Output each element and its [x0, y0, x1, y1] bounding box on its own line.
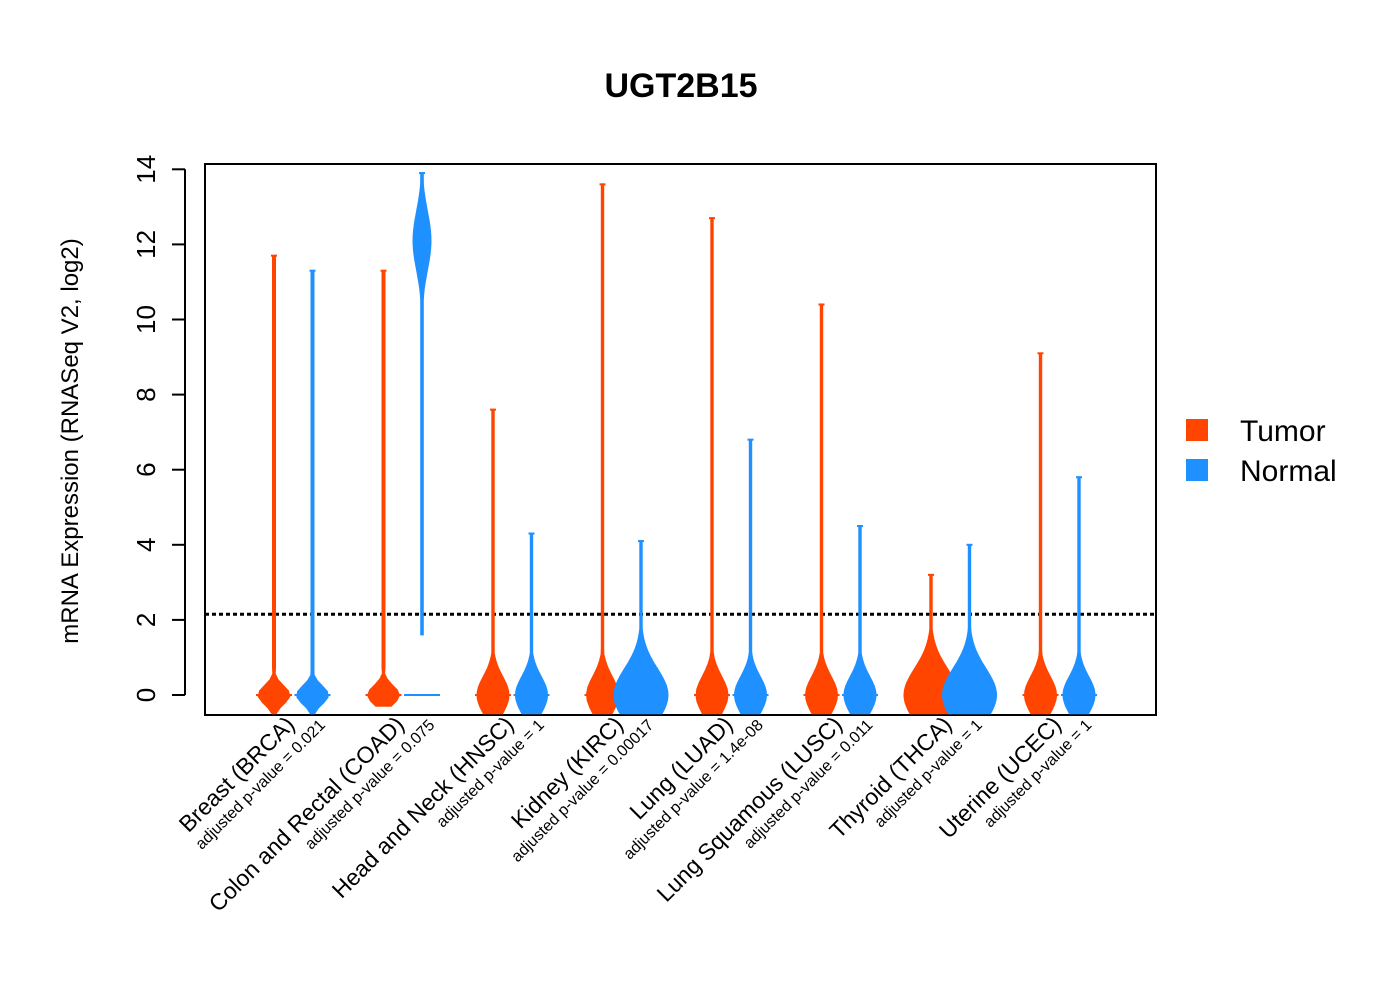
normal-violin — [613, 540, 669, 715]
y-axis-label: mRNA Expression (RNASeq V2, log2) — [57, 238, 84, 644]
legend-swatch — [1186, 419, 1208, 441]
normal-violin — [1062, 476, 1096, 715]
normal-violin — [941, 544, 998, 715]
tumor-violin — [1023, 352, 1058, 715]
legend-swatch — [1186, 459, 1208, 481]
legend-label: Tumor — [1240, 415, 1326, 448]
plot-frame — [204, 163, 1157, 716]
normal-violin — [412, 172, 432, 636]
y-tick-label: 12 — [131, 230, 161, 259]
legend-label: Normal — [1240, 455, 1337, 488]
y-tick-label: 14 — [131, 155, 161, 184]
tumor-violin — [585, 183, 620, 715]
normal-violin — [843, 525, 877, 715]
y-tick-label: 8 — [131, 387, 161, 401]
tumor-violin — [805, 304, 838, 715]
chart-title: UGT2B15 — [604, 67, 757, 105]
y-tick-label: 4 — [131, 538, 161, 552]
tumor-violin — [476, 409, 510, 715]
y-tick-label: 6 — [131, 462, 161, 476]
tumor-violin — [695, 217, 729, 715]
normal-violin — [514, 533, 549, 715]
tumor-violin — [366, 270, 401, 707]
y-tick-label: 10 — [131, 305, 161, 334]
normal-violin — [296, 270, 329, 715]
legend: Tumor Normal — [1186, 415, 1337, 488]
y-tick-label: 2 — [131, 613, 161, 627]
tumor-violin — [257, 255, 291, 715]
y-tick-label: 0 — [131, 688, 161, 702]
normal-violin — [734, 439, 767, 715]
